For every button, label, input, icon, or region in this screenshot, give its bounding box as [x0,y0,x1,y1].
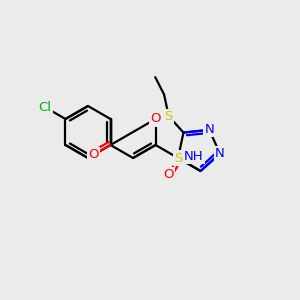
Text: NH: NH [184,150,204,163]
Text: O: O [88,148,99,161]
Text: N: N [205,123,214,136]
Text: S: S [164,110,173,123]
Text: N: N [215,147,225,160]
Text: O: O [163,168,174,182]
Text: S: S [174,152,182,164]
Text: Cl: Cl [39,101,52,114]
Text: O: O [150,112,161,125]
